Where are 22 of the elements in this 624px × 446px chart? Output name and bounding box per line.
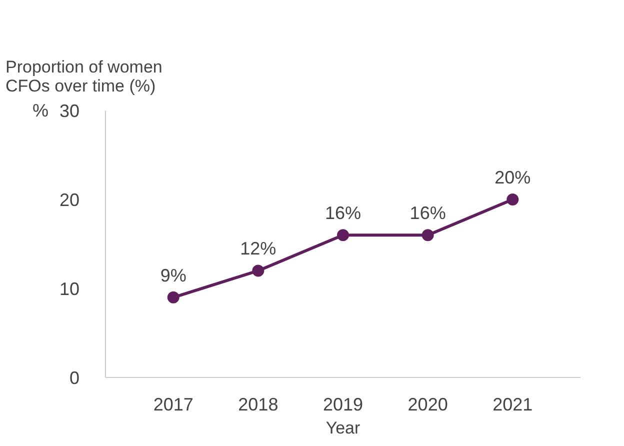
point bbox=[252, 264, 264, 277]
x-axis-title: Year bbox=[326, 418, 361, 438]
x-tick-label: 2020 bbox=[408, 394, 448, 414]
point bbox=[506, 194, 519, 206]
point bbox=[167, 291, 180, 304]
y-axis-title: % bbox=[32, 100, 49, 120]
x-tick-label: 2017 bbox=[153, 394, 194, 414]
data-label: 16% bbox=[410, 203, 446, 224]
point bbox=[337, 229, 349, 242]
x-tick-label: 2018 bbox=[238, 394, 278, 414]
data-label: 16% bbox=[324, 203, 362, 224]
data-label: 20% bbox=[494, 168, 531, 188]
data-label: 12% bbox=[240, 238, 276, 259]
point bbox=[422, 229, 434, 242]
y-tick-label: 30 bbox=[59, 101, 80, 121]
x-tick-label: 2019 bbox=[322, 394, 364, 414]
y-tick-label: 0 bbox=[69, 368, 80, 388]
data-label: 9% bbox=[160, 265, 186, 286]
chart-title: Proportion of women CFOs over time (%) bbox=[6, 58, 162, 96]
x-tick-label: 2021 bbox=[492, 394, 533, 414]
y-tick-label: 20 bbox=[59, 190, 80, 210]
y-tick-label: 10 bbox=[59, 279, 80, 299]
